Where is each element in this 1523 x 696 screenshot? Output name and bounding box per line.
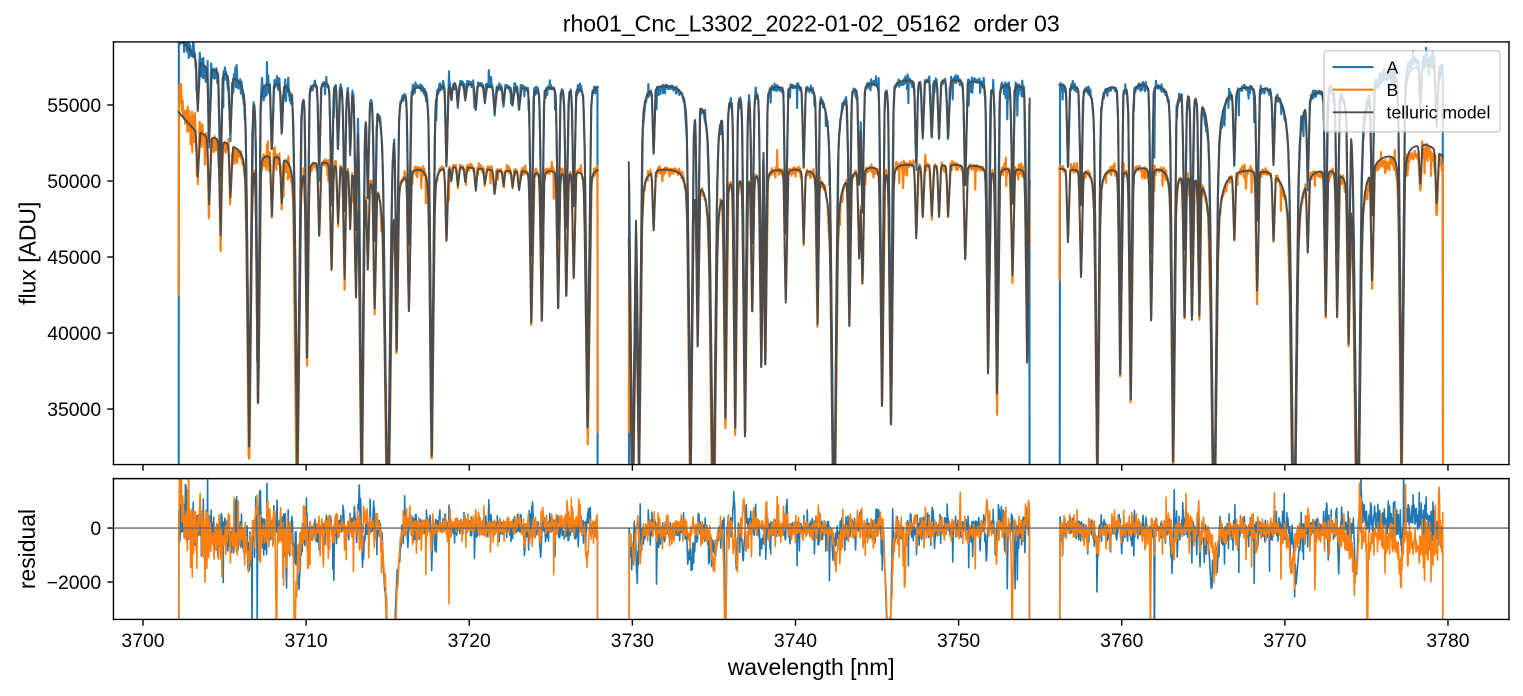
svg-text:3710: 3710 [285, 630, 328, 652]
svg-text:55000: 55000 [47, 95, 101, 117]
svg-text:3770: 3770 [1263, 630, 1306, 652]
svg-text:wavelength [nm]: wavelength [nm] [727, 654, 895, 680]
svg-text:0: 0 [90, 518, 101, 540]
svg-text:50000: 50000 [47, 171, 101, 193]
svg-text:3740: 3740 [774, 630, 817, 652]
svg-text:3720: 3720 [448, 630, 491, 652]
svg-text:B: B [1387, 80, 1399, 100]
svg-text:telluric model: telluric model [1387, 103, 1491, 123]
svg-text:3730: 3730 [611, 630, 654, 652]
svg-text:A: A [1387, 57, 1399, 77]
svg-text:3750: 3750 [937, 630, 980, 652]
svg-text:35000: 35000 [47, 399, 101, 421]
svg-text:45000: 45000 [47, 247, 101, 269]
svg-text:−2000: −2000 [47, 572, 102, 594]
svg-text:3700: 3700 [121, 630, 164, 652]
svg-text:3780: 3780 [1426, 630, 1469, 652]
svg-text:rho01_Cnc_L3302_2022-01-02_051: rho01_Cnc_L3302_2022-01-02_05162 order 0… [563, 10, 1060, 36]
svg-text:3760: 3760 [1100, 630, 1143, 652]
svg-text:flux [ADU]: flux [ADU] [14, 202, 40, 305]
svg-text:residual: residual [14, 509, 40, 589]
svg-text:40000: 40000 [47, 323, 101, 345]
